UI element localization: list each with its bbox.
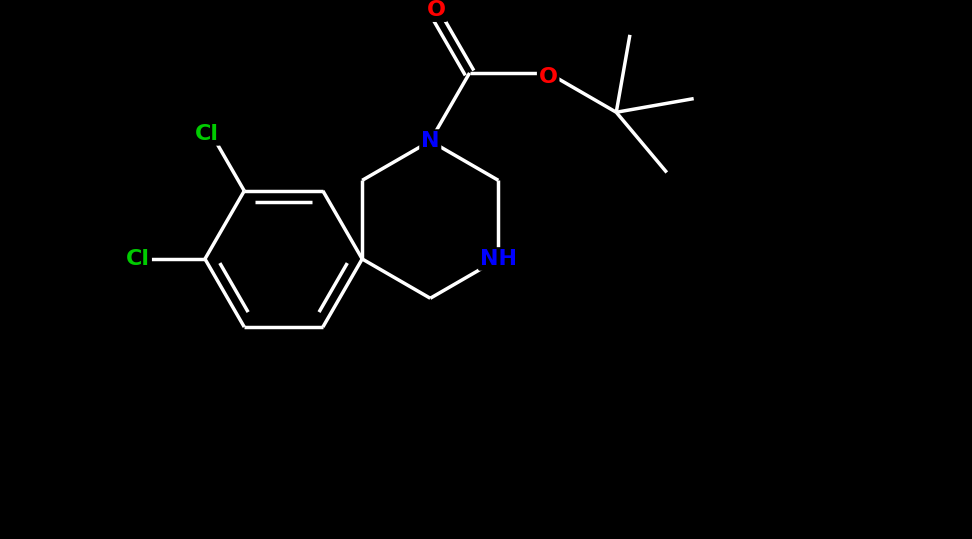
Text: Cl: Cl xyxy=(195,124,219,144)
Text: Cl: Cl xyxy=(126,249,150,269)
Text: O: O xyxy=(538,67,558,87)
Text: NH: NH xyxy=(480,249,517,269)
Text: N: N xyxy=(421,131,439,151)
Text: O: O xyxy=(427,0,446,20)
